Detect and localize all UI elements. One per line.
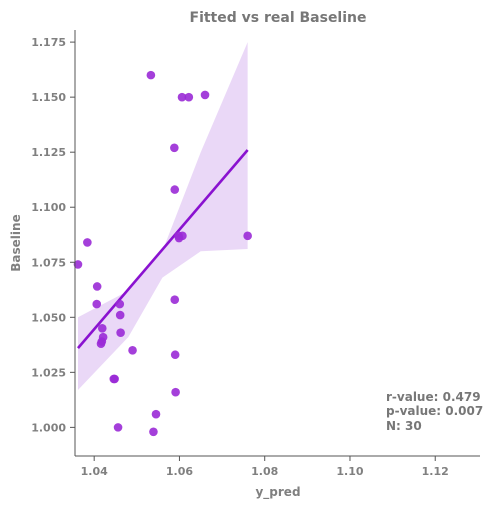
- x-tick-label-2: 1.08: [251, 465, 278, 478]
- data-point-25: [177, 92, 187, 102]
- data-point-21: [170, 350, 180, 360]
- data-point-1: [83, 238, 92, 247]
- data-point-9: [110, 374, 119, 384]
- data-point-29: [243, 231, 252, 241]
- data-point-28: [200, 90, 210, 100]
- y-tick-label-0: 1.000: [31, 421, 66, 434]
- y-axis-label: Baseline: [9, 214, 23, 271]
- data-point-2: [92, 299, 102, 309]
- data-point-0: [73, 260, 83, 269]
- x-ticks: 1.04 1.06 1.08 1.10 1.12: [81, 456, 449, 478]
- data-point-18: [170, 143, 179, 153]
- y-tick-label-5: 1.125: [31, 146, 66, 159]
- data-point-20: [170, 295, 180, 304]
- x-tick-label-1: 1.06: [166, 465, 193, 478]
- data-point-6: [97, 324, 107, 333]
- data-point-11: [115, 299, 125, 309]
- chart-title: Fitted vs real Baseline: [190, 10, 367, 26]
- data-point-17: [151, 409, 161, 419]
- data-point-15: [146, 70, 156, 80]
- data-point-10: [113, 423, 123, 432]
- y-tick-label-6: 1.150: [31, 91, 66, 104]
- x-tick-label-3: 1.10: [336, 465, 363, 478]
- x-tick-label-4: 1.12: [422, 465, 449, 478]
- y-tick-label-3: 1.075: [31, 256, 66, 269]
- y-tick-label-2: 1.050: [31, 311, 66, 324]
- y-ticks: 1.000 1.025 1.050 1.075 1.100 1.125 1.150 1.175: [31, 36, 75, 434]
- data-points-layer: [73, 70, 252, 437]
- data-point-3: [92, 282, 102, 291]
- regression-line: [76, 149, 249, 349]
- data-point-14: [128, 346, 137, 355]
- data-point-16: [149, 427, 158, 437]
- y-tick-label-1: 1.025: [31, 366, 66, 379]
- data-point-7: [98, 332, 108, 342]
- stat-n: N: 30: [386, 419, 422, 433]
- data-point-12: [115, 310, 125, 320]
- data-point-13: [116, 328, 125, 338]
- regression-line-layer: [76, 149, 249, 349]
- y-tick-label-7: 1.175: [31, 36, 66, 49]
- data-point-26: [178, 231, 187, 241]
- data-point-27: [184, 92, 194, 102]
- stat-r-value: r-value: 0.479: [386, 390, 481, 404]
- data-point-19: [170, 185, 180, 194]
- x-tick-label-0: 1.04: [81, 465, 108, 478]
- stat-p-value: p-value: 0.007: [386, 404, 483, 418]
- data-point-22: [171, 387, 180, 397]
- y-tick-label-4: 1.100: [31, 201, 66, 214]
- x-axis-label: y_pred: [255, 485, 300, 500]
